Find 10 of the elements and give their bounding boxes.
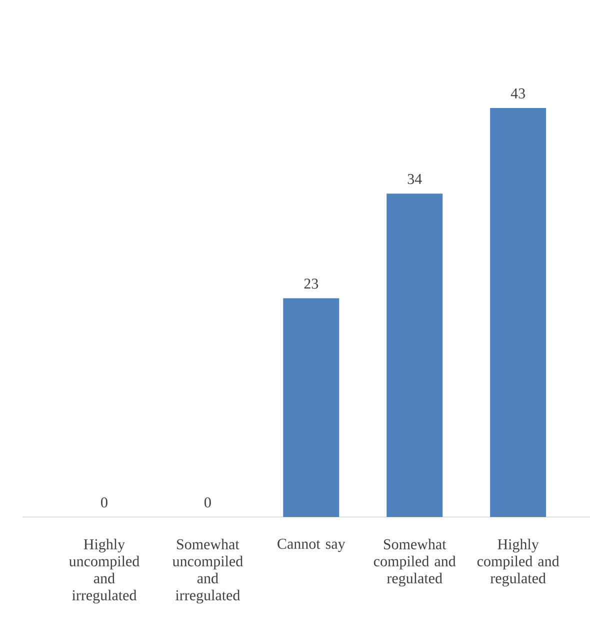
x-tick-label: Somewhat compiled and regulated — [374, 538, 456, 586]
data-label: 34 — [408, 174, 422, 184]
data-label: 43 — [510, 88, 525, 98]
x-tick-label: Cannot say — [277, 538, 346, 552]
x-tick-label: Highly uncompiled and irregulated — [68, 538, 140, 604]
data-label: 23 — [304, 278, 318, 289]
x-tick-label: Highly compiled and regulated — [477, 538, 559, 586]
x-tick-label: Somewhat uncompiled and irregulated — [172, 538, 243, 604]
data-label: 0 — [100, 497, 108, 508]
data-label: 0 — [204, 497, 211, 508]
